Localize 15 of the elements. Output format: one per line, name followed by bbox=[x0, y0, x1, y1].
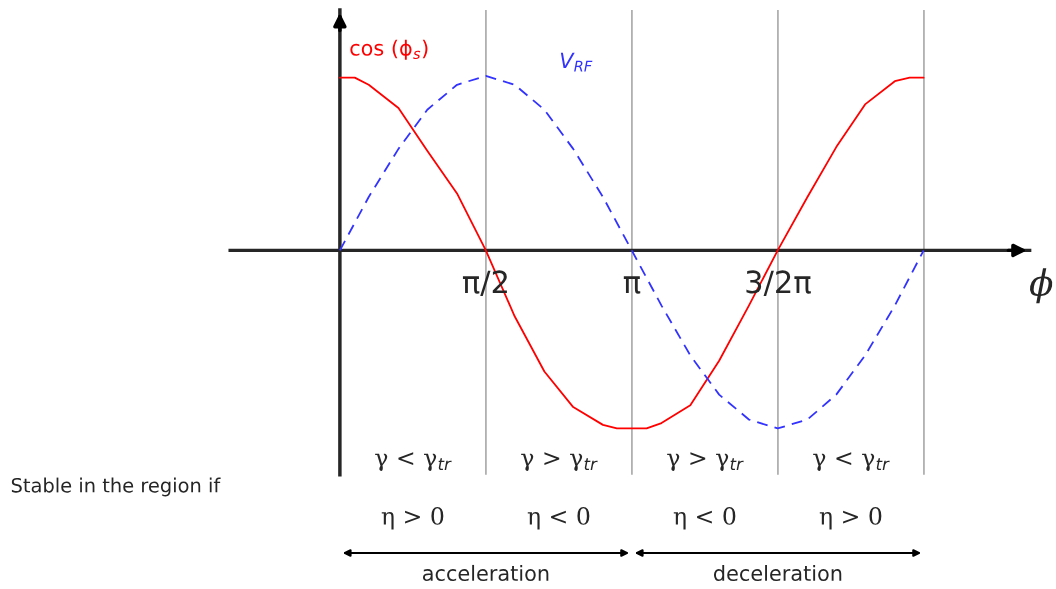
series-label: cos (ϕ$_{s}$) bbox=[350, 39, 428, 60]
text: γ > γ$_{tr}$ bbox=[667, 452, 744, 471]
text: η > 0 bbox=[819, 506, 882, 530]
text: γ < γ$_{tr}$ bbox=[813, 452, 890, 471]
text: Stable in the region if bbox=[11, 477, 221, 497]
x-axis-title: ϕ bbox=[1029, 268, 1053, 304]
text: γ < γ$_{tr}$ bbox=[375, 452, 452, 471]
x-tick-label: π bbox=[623, 276, 641, 294]
text: γ > γ$_{tr}$ bbox=[521, 452, 598, 471]
text: deceleration bbox=[713, 564, 842, 582]
text: η < 0 bbox=[673, 506, 736, 530]
series-label: V$_{RF}$ bbox=[560, 52, 593, 72]
text: η < 0 bbox=[527, 506, 590, 530]
text: acceleration bbox=[422, 564, 549, 582]
text: η > 0 bbox=[381, 506, 444, 530]
